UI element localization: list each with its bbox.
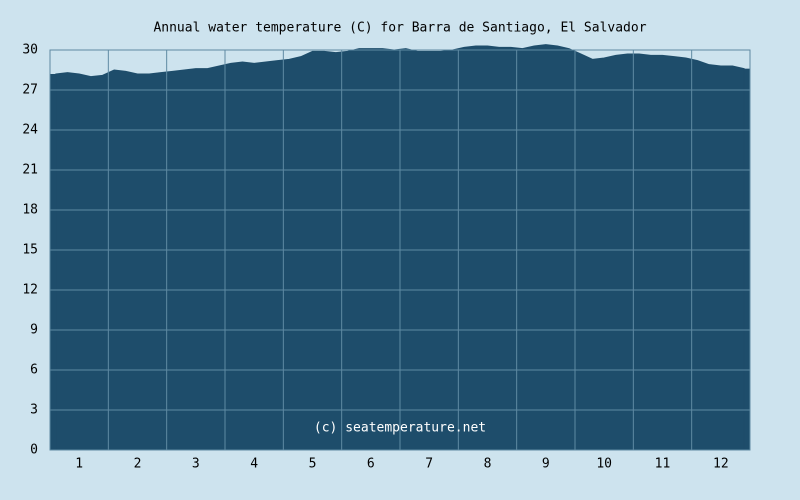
x-tick-label: 7 [425,457,433,472]
y-tick-label: 27 [22,83,38,98]
chart-title: Annual water temperature (C) for Barra d… [153,21,646,36]
y-tick-label: 0 [30,443,38,458]
x-tick-label: 12 [713,457,729,472]
x-tick-label: 5 [309,457,317,472]
y-tick-label: 9 [30,323,38,338]
y-tick-label: 24 [22,123,38,138]
plot-border [49,49,751,451]
x-tick-label: 11 [655,457,671,472]
y-tick-label: 21 [22,163,38,178]
x-tick-label: 4 [250,457,258,472]
x-tick-label: 2 [134,457,142,472]
x-tick-label: 8 [484,457,492,472]
x-tick-label: 9 [542,457,550,472]
y-tick-label: 30 [22,43,38,58]
x-tick-label: 1 [75,457,83,472]
y-tick-label: 18 [22,203,38,218]
y-tick-label: 6 [30,363,38,378]
area-edge [743,68,750,451]
x-tick-label: 10 [596,457,612,472]
x-tick-label: 6 [367,457,375,472]
annotation: (c) seatemperature.net [314,421,486,436]
y-tick-label: 15 [22,243,38,258]
y-tick-label: 3 [30,403,38,418]
area-edge [50,74,57,450]
x-tick-label: 3 [192,457,200,472]
y-tick-label: 12 [22,283,38,298]
